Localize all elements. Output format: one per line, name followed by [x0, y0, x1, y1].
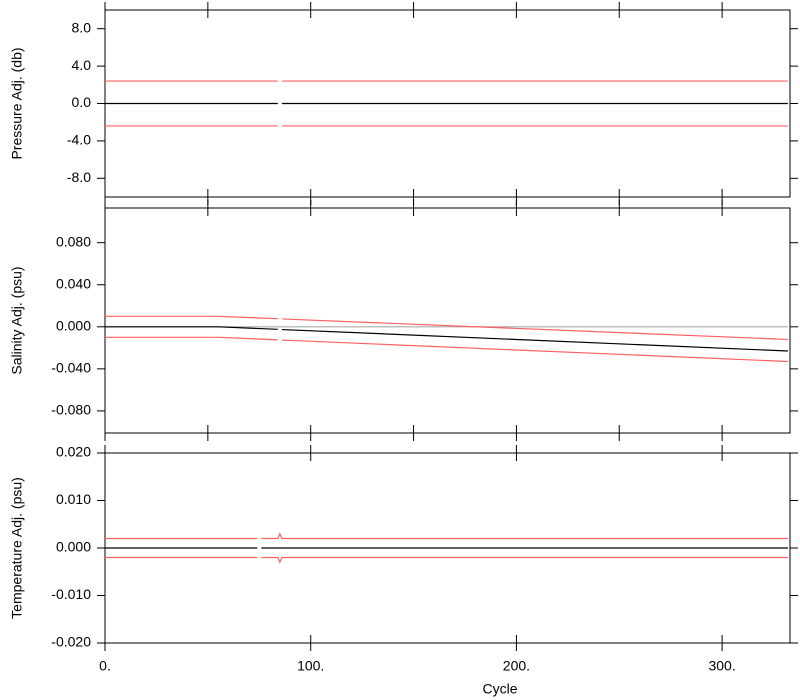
y-tick-label: 0.000	[56, 318, 91, 334]
y-tick-label: -0.040	[51, 360, 91, 376]
y-tick-label: -0.080	[51, 402, 91, 418]
y-tick-label: 8.0	[72, 19, 92, 35]
series-line	[105, 532, 788, 540]
y-tick-label: -4.0	[67, 132, 91, 148]
y-tick-label: 0.040	[56, 275, 91, 291]
y-tick-label: 0.000	[56, 539, 91, 555]
y-tick-label: -0.010	[51, 586, 91, 602]
y-tick-label: 0.0	[72, 94, 92, 110]
x-tick-label: 100.	[297, 658, 324, 674]
y-tick-label: 0.080	[56, 233, 91, 249]
x-axis-label: Cycle	[482, 681, 517, 697]
y-axis-label: Pressure Adj. (db)	[9, 47, 25, 159]
series-line	[105, 326, 788, 352]
series-line	[105, 556, 788, 564]
y-tick-label: 4.0	[72, 57, 92, 73]
x-tick-label: 300.	[708, 658, 735, 674]
series-line	[105, 315, 788, 341]
y-axis-label: Temperature Adj. (psu)	[9, 477, 25, 619]
y-tick-label: -8.0	[67, 169, 91, 185]
plot-frame	[104, 207, 791, 434]
series-line	[105, 336, 788, 363]
y-tick-label: 0.010	[56, 491, 91, 507]
y-axis-label: Salinity Adj. (psu)	[9, 266, 25, 374]
y-tick-label: 0.020	[56, 444, 91, 460]
x-tick-label: 0.	[99, 658, 111, 674]
x-tick-label: 200.	[503, 658, 530, 674]
y-tick-label: -0.020	[51, 634, 91, 650]
